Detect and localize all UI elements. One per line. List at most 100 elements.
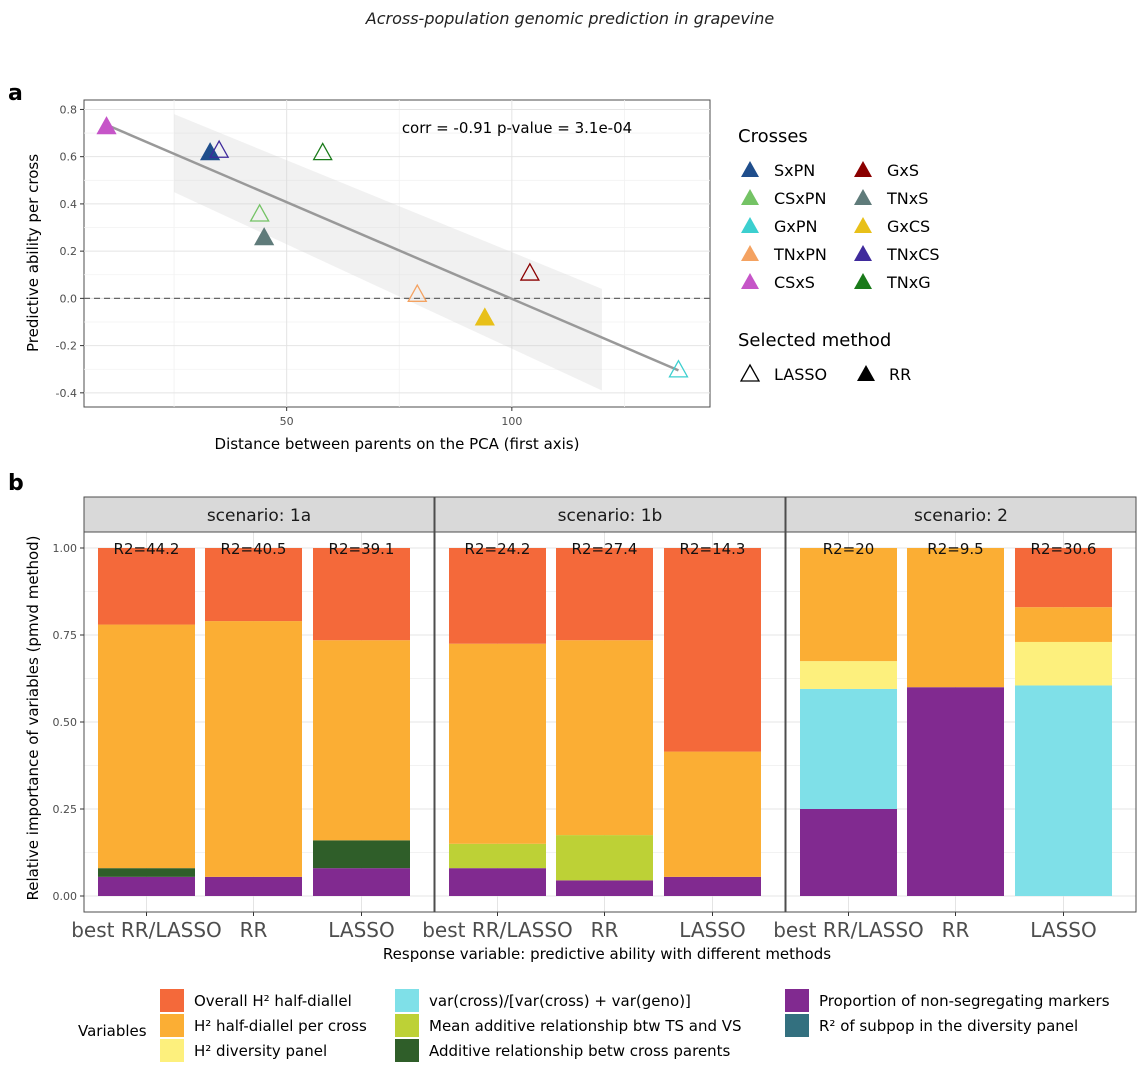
y-tick-label: 0.00: [53, 890, 78, 903]
x-tick-label: RR: [240, 918, 268, 942]
x-tick-label: best RR/LASSO: [71, 918, 222, 942]
legend-cross-marker: [854, 161, 872, 177]
facet-strip: [83, 496, 435, 533]
scatter-annotation: corr = -0.91 p-value = 3.1e-04: [402, 119, 632, 137]
legend-method: LASSO RR: [739, 363, 911, 384]
panel-b-label: b: [8, 471, 24, 496]
legend-variable-label: Additive relationship betw cross parents: [429, 1042, 731, 1060]
facet-strip: [785, 496, 1137, 533]
bar-segment: [1015, 685, 1112, 896]
legend-variable-label: Mean additive relationship btw TS and VS: [429, 1017, 742, 1035]
bar-segment: [664, 876, 761, 896]
y-tick-label: -0.4: [56, 387, 77, 400]
legend-swatch: [395, 1014, 419, 1037]
scatter-point-TNxG: [312, 142, 333, 161]
bar-segment: [800, 688, 897, 809]
x-tick-label: best RR/LASSO: [422, 918, 573, 942]
r2-label: R2=30.6: [1031, 540, 1097, 558]
legend-cross-marker: [741, 161, 759, 177]
legend-crosses-title: Crosses: [738, 126, 808, 147]
x-tick-label: LASSO: [679, 918, 745, 942]
bar-segment: [98, 548, 195, 625]
legend-variable-label: Overall H² half-diallel: [194, 992, 352, 1010]
y-tick-label: 0.75: [53, 629, 78, 642]
x-tick-label: 50: [280, 415, 294, 428]
r2-label: R2=27.4: [572, 540, 638, 558]
bar-segment: [556, 835, 653, 881]
x-tick-label: LASSO: [328, 918, 394, 942]
legend-variable-label: H² half-diallel per cross: [194, 1017, 367, 1035]
r2-label: R2=20: [823, 540, 875, 558]
panel-b: b scenario: 1a R2=44.2 best RR/LASSO R2=40.…: [8, 471, 1137, 1062]
y-tick-label: -0.2: [56, 340, 77, 353]
r2-label: R2=39.1: [329, 540, 395, 558]
legend-swatch: [160, 989, 184, 1012]
y-tick-label: 0.2: [60, 245, 78, 258]
legend-cross-marker: [854, 217, 872, 233]
x-tick-label: RR: [591, 918, 619, 942]
regression-line: [106, 123, 679, 372]
panel-a-ylabel: Predictive ability per cross: [24, 154, 42, 352]
scatter-point-CSxPN: [249, 203, 270, 222]
facet-border: [434, 531, 786, 913]
legend-lasso-marker: [739, 363, 761, 382]
scatter-point-GxPN: [668, 359, 689, 378]
legend-variable-label: var(cross)/[var(cross) + var(geno)]: [429, 992, 691, 1010]
bar-segment: [1015, 548, 1112, 608]
bar-segment: [800, 661, 897, 689]
y-tick-label: 0.50: [53, 716, 78, 729]
bar-segment: [449, 868, 546, 896]
facet-strip: [434, 496, 786, 533]
r2-label: R2=40.5: [221, 540, 287, 558]
facet-strip-label: scenario: 1b: [558, 506, 663, 526]
r2-label: R2=24.2: [465, 540, 531, 558]
bar-segment: [664, 548, 761, 752]
bar-segment: [556, 880, 653, 896]
bar-segment: [449, 548, 546, 644]
legend-variable-label: Proportion of non-segregating markers: [819, 992, 1110, 1010]
legend-rr-marker: [857, 365, 875, 381]
panel-a-label: a: [8, 81, 23, 106]
panel-b-ylabel: Relative importance of variables (pmvd m…: [24, 536, 42, 901]
legend-swatch: [160, 1014, 184, 1037]
facet-3: scenario: 2 R2=20 best RR/LASSO R2=9.5 RR R2=…: [773, 496, 1137, 942]
scatter-point-TNxPN: [407, 283, 428, 302]
legend-cross-label: GxS: [887, 161, 919, 180]
legend-cross-label: CSxPN: [774, 189, 826, 208]
bar-segment: [907, 687, 1004, 896]
scatter-point-TNxS: [254, 227, 275, 246]
legend-cross-marker: [854, 245, 872, 261]
bar-segment: [98, 624, 195, 869]
legend-cross-label: TNxG: [886, 273, 931, 292]
scatter-point-GxS: [519, 262, 540, 281]
x-tick-label: RR: [942, 918, 970, 942]
x-tick-label: 100: [501, 415, 522, 428]
legend-variable-label: R² of subpop in the diversity panel: [819, 1017, 1078, 1035]
bar-segment: [556, 640, 653, 836]
panel-b-xlabel: Response variable: predictive ability wi…: [383, 945, 831, 963]
y-tick-label: 0.0: [60, 292, 78, 305]
legend-cross-marker: [854, 273, 872, 289]
running-title: Across-population genomic prediction in …: [365, 9, 775, 28]
bar-segment: [205, 876, 302, 896]
x-tick-label: LASSO: [1030, 918, 1096, 942]
legend-swatch: [395, 989, 419, 1012]
bar-segment: [1015, 641, 1112, 686]
facet-border: [785, 531, 1137, 913]
legend-cross-label: TNxCS: [886, 245, 940, 264]
legend-cross-label: GxCS: [887, 217, 930, 236]
legend-variables-title: Variables: [78, 1022, 147, 1040]
legend-cross-label: TNxS: [886, 189, 928, 208]
confidence-band: [174, 114, 602, 391]
legend-cross-marker: [741, 245, 759, 261]
r2-label: R2=44.2: [114, 540, 180, 558]
bar-segment: [449, 643, 546, 844]
y-tick-label: 0.25: [53, 803, 78, 816]
legend-swatch: [395, 1039, 419, 1062]
scatter-point-CSxS: [96, 116, 117, 135]
bar-segment: [205, 548, 302, 622]
legend-cross-marker: [854, 189, 872, 205]
bar-segment: [907, 548, 1004, 688]
r2-label: R2=9.5: [927, 540, 983, 558]
